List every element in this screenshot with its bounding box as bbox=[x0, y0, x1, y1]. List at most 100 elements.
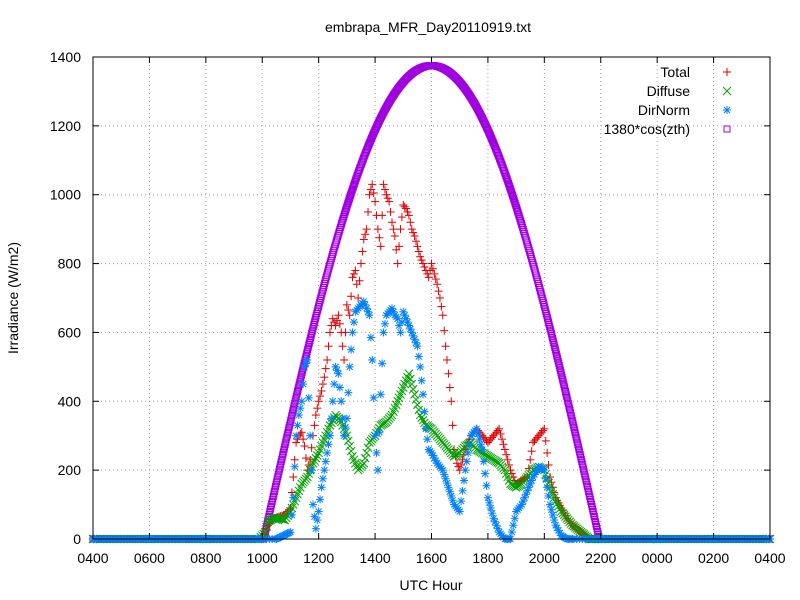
data-point bbox=[324, 342, 333, 351]
data-point bbox=[270, 488, 278, 496]
data-point bbox=[496, 429, 505, 438]
data-point bbox=[290, 496, 300, 506]
data-point bbox=[448, 421, 457, 430]
data-point bbox=[281, 443, 289, 451]
data-point bbox=[413, 342, 422, 351]
data-point bbox=[341, 207, 349, 215]
data-point bbox=[507, 469, 516, 478]
data-point bbox=[420, 407, 429, 416]
data-point bbox=[302, 352, 310, 360]
data-point bbox=[526, 455, 535, 464]
x-tick-label: 0800 bbox=[190, 550, 221, 566]
x-tick-label: 1800 bbox=[472, 550, 503, 566]
data-point bbox=[543, 312, 551, 320]
data-point bbox=[360, 453, 370, 463]
data-point bbox=[551, 496, 560, 506]
data-point bbox=[576, 450, 584, 458]
data-point bbox=[588, 503, 596, 511]
data-point bbox=[578, 460, 586, 468]
data-point bbox=[475, 435, 484, 444]
data-point bbox=[359, 458, 369, 468]
data-point bbox=[299, 435, 308, 444]
data-point bbox=[286, 528, 295, 537]
data-point bbox=[589, 505, 597, 513]
data-point bbox=[457, 460, 466, 469]
data-point bbox=[287, 510, 296, 519]
data-point bbox=[512, 202, 520, 210]
data-point bbox=[365, 311, 374, 320]
data-point bbox=[577, 453, 585, 461]
data-point bbox=[560, 383, 568, 391]
data-point bbox=[275, 468, 283, 476]
data-point bbox=[311, 453, 321, 463]
data-point bbox=[348, 452, 357, 461]
legend-marker bbox=[723, 125, 731, 133]
data-point bbox=[364, 207, 373, 216]
data-point bbox=[294, 388, 302, 396]
data-point bbox=[346, 446, 356, 456]
data-point bbox=[583, 483, 591, 491]
data-point bbox=[523, 486, 532, 495]
data-point bbox=[414, 247, 423, 256]
data-point bbox=[556, 364, 564, 372]
data-point bbox=[567, 411, 575, 419]
data-point bbox=[376, 390, 385, 399]
data-point bbox=[289, 493, 298, 502]
data-point bbox=[573, 438, 581, 446]
data-point bbox=[407, 379, 417, 389]
data-point bbox=[506, 466, 515, 475]
data-point bbox=[313, 404, 322, 413]
data-point bbox=[397, 213, 406, 222]
data-point bbox=[431, 275, 440, 284]
data-point bbox=[310, 321, 318, 329]
data-point bbox=[290, 402, 298, 410]
data-point bbox=[409, 228, 418, 237]
data-point bbox=[310, 512, 319, 521]
data-point bbox=[286, 419, 294, 427]
legend-label: Total bbox=[660, 64, 690, 80]
data-point bbox=[578, 458, 586, 466]
data-point bbox=[397, 386, 407, 396]
data-point bbox=[341, 423, 350, 432]
data-point bbox=[408, 384, 418, 394]
data-point bbox=[285, 424, 293, 432]
data-point bbox=[274, 470, 282, 478]
data-point bbox=[361, 230, 370, 239]
data-point bbox=[287, 416, 295, 424]
data-point bbox=[546, 323, 554, 331]
data-point bbox=[292, 438, 301, 447]
data-point bbox=[345, 441, 355, 451]
data-point bbox=[589, 508, 597, 516]
data-point bbox=[548, 332, 556, 340]
data-point bbox=[411, 237, 420, 246]
data-point bbox=[349, 269, 358, 278]
data-point bbox=[342, 205, 350, 213]
data-point bbox=[580, 468, 588, 476]
data-point bbox=[575, 446, 583, 454]
data-point bbox=[476, 440, 485, 449]
data-point bbox=[414, 352, 423, 361]
legend-marker bbox=[722, 86, 732, 96]
x-axis: 0400 0600 0800 1000 1200 1400 1600 1800 2000 2200… bbox=[77, 57, 786, 566]
data-point bbox=[394, 393, 404, 403]
data-point bbox=[293, 390, 301, 398]
data-point bbox=[345, 362, 354, 371]
data-point bbox=[379, 328, 388, 337]
data-point bbox=[293, 489, 302, 499]
data-point bbox=[545, 500, 554, 509]
data-point bbox=[293, 421, 302, 430]
data-point bbox=[554, 501, 563, 511]
data-point bbox=[541, 305, 549, 313]
data-point bbox=[555, 528, 564, 537]
data-point bbox=[524, 483, 533, 492]
data-point bbox=[369, 188, 378, 197]
data-point bbox=[344, 388, 353, 397]
data-point bbox=[479, 457, 488, 466]
data-point bbox=[545, 318, 553, 326]
data-point bbox=[543, 483, 552, 492]
data-point bbox=[268, 498, 276, 506]
data-point bbox=[323, 448, 332, 457]
data-point bbox=[380, 185, 389, 194]
data-point bbox=[457, 497, 466, 506]
